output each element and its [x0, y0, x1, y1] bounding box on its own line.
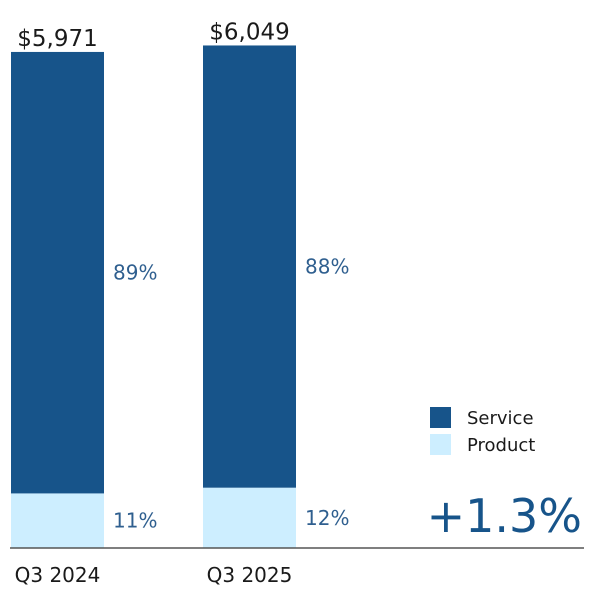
data-label-service-q3-2025: 88% [305, 255, 349, 279]
data-label-product-q3-2025: 12% [305, 506, 349, 530]
legend-label-service: Service [467, 408, 534, 429]
bar-product-q3-2024 [11, 493, 104, 548]
x-tick-labels-group: Q3 2024 Q3 2025 [15, 563, 293, 587]
bar-service-q3-2024 [11, 51, 104, 494]
bar-service-q3-2025 [203, 45, 296, 488]
total-label-q3-2025: $6,049 [209, 19, 289, 45]
legend-label-product: Product [467, 435, 535, 456]
data-label-product-q3-2024: 11% [113, 509, 157, 533]
x-tick-q3-2024: Q3 2024 [15, 563, 101, 587]
total-label-q3-2024: $5,971 [17, 26, 97, 52]
bars-group [11, 45, 296, 548]
growth-annotation: +1.3% [427, 489, 582, 543]
x-tick-q3-2025: Q3 2025 [207, 563, 293, 587]
bar-product-q3-2025 [203, 487, 296, 548]
data-label-service-q3-2024: 89% [113, 261, 157, 285]
total-labels-group: $5,971 $6,049 [17, 19, 289, 51]
legend-swatch-product [430, 434, 451, 455]
legend: Service Product [430, 407, 535, 456]
legend-swatch-service [430, 407, 451, 428]
segment-labels-group: 11% 89% 12% 88% [113, 255, 349, 533]
